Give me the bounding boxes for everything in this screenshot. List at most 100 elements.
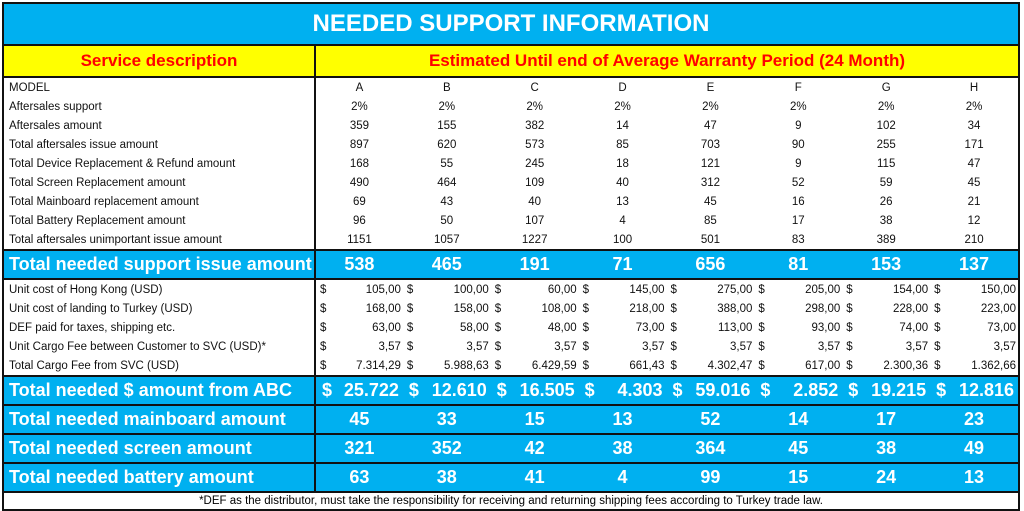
model-column-header: G (881, 81, 891, 94)
currency-symbol: $ (584, 380, 595, 400)
model-column-header: H (969, 81, 979, 94)
money-cell: $3,57 (667, 337, 755, 356)
value-cell: 40 (528, 195, 542, 208)
model-column-header: C (530, 81, 539, 94)
currency-symbol: $ (496, 380, 507, 400)
amount: 145,00 (629, 283, 665, 296)
currency-symbol: $ (758, 340, 765, 353)
money-cell: $275,00 (667, 279, 755, 299)
amount: 2.300,36 (883, 359, 929, 372)
currency-symbol: $ (846, 283, 853, 296)
value-cell: 2% (965, 100, 983, 113)
money-cell: $150,00 (930, 279, 1018, 299)
currency-symbol: $ (934, 283, 941, 296)
table-row: Aftersales support 2% 2% 2% 2% 2% 2% 2% 2% (4, 97, 1018, 116)
value-cell: 45 (315, 404, 403, 435)
currency-symbol: $ (582, 283, 590, 296)
value-cell: 107 (525, 214, 545, 227)
amount: 168,00 (365, 302, 401, 315)
currency-symbol: $ (582, 302, 590, 315)
money-cell: $3,57 (491, 337, 579, 356)
value-cell: 312 (700, 176, 721, 189)
currency-symbol: $ (582, 340, 590, 353)
money-cell: $60,00 (491, 279, 579, 299)
money-cell: $223,00 (930, 299, 1018, 318)
money-cell: $1.362,66 (930, 356, 1018, 376)
amount: 60,00 (547, 283, 577, 296)
value-cell: 14 (754, 404, 843, 435)
amount: 25.722 (343, 380, 399, 400)
amount: 298,00 (805, 302, 841, 315)
table-row: Total aftersales issue amount 897 620 573 85… (4, 135, 1018, 154)
amount: 73,00 (635, 321, 665, 334)
currency-symbol: $ (846, 340, 853, 353)
value-cell: 38 (879, 214, 893, 227)
value-cell: 55 (440, 157, 454, 170)
value-cell: 382 (525, 119, 545, 132)
value-cell: 96 (353, 214, 366, 227)
amount: 48,00 (547, 321, 577, 334)
amount: 2.852 (793, 380, 839, 400)
value-cell: 4 (578, 462, 667, 493)
currency-symbol: $ (582, 321, 590, 334)
currency-symbol: $ (494, 283, 502, 296)
table-row: DEF paid for taxes, shipping etc. $63,00 $… (4, 318, 1018, 337)
value-cell: 501 (700, 233, 721, 246)
amount: 12.610 (431, 380, 487, 400)
support-table: NEEDED SUPPORT INFORMATION Service descr… (4, 4, 1018, 509)
currency-symbol: $ (320, 340, 327, 353)
value-cell: 191 (490, 249, 579, 280)
value-cell: 389 (876, 233, 896, 246)
row-label: Total needed screen amount (4, 433, 316, 464)
summary-row: Total needed mainboard amount 45 33 15 13 52 1… (4, 404, 1018, 435)
row-label: Total needed $ amount from ABC (4, 375, 316, 406)
value-cell: 34 (967, 119, 981, 132)
row-label: Total aftersales issue amount (4, 135, 316, 154)
value-cell: 52 (666, 404, 755, 435)
amount: 100,00 (453, 283, 489, 296)
money-cell: $218,00 (579, 299, 667, 318)
row-label: Unit cost of Hong Kong (USD) (4, 279, 316, 299)
value-cell: 13 (930, 462, 1018, 493)
money-cell: $108,00 (491, 299, 579, 318)
currency-symbol: $ (846, 359, 853, 372)
value-cell: 24 (842, 462, 931, 493)
amount: 59.016 (695, 380, 751, 400)
model-column-header: D (618, 81, 627, 94)
value-cell: 155 (437, 119, 457, 132)
amount: 16.505 (519, 380, 575, 400)
table-row: Total Device Replacement & Refund amount… (4, 154, 1018, 173)
currency-symbol: $ (406, 340, 414, 353)
currency-symbol: $ (670, 340, 677, 353)
amount: 3,57 (378, 340, 401, 353)
amount: 388,00 (717, 302, 753, 315)
value-cell: 16 (791, 195, 805, 208)
value-cell: 538 (315, 249, 403, 280)
row-label: Total Device Replacement & Refund amount (4, 154, 316, 173)
amount: 5.988,63 (443, 359, 489, 372)
money-cell: $388,00 (667, 299, 755, 318)
currency-symbol: $ (322, 380, 333, 400)
currency-symbol: $ (320, 283, 327, 296)
summary-row: Total needed screen amount 321 352 42 38 364 4… (4, 433, 1018, 464)
money-cell: $7.314,29 (315, 356, 403, 376)
value-cell: 656 (666, 249, 755, 280)
amount: 158,00 (453, 302, 489, 315)
value-cell: 359 (349, 119, 370, 132)
value-cell: 573 (525, 138, 545, 151)
value-cell: 2% (438, 100, 456, 113)
value-cell: 245 (525, 157, 545, 170)
value-cell: 49 (930, 433, 1018, 464)
money-cell: $93,00 (754, 318, 842, 337)
currency-symbol: $ (934, 321, 941, 334)
value-cell: 2% (790, 100, 807, 113)
table-row: Unit cost of landing to Turkey (USD) $168… (4, 299, 1018, 318)
value-cell: 40 (616, 176, 629, 189)
service-description-header: Service description (4, 45, 316, 78)
value-cell: 464 (437, 176, 457, 189)
row-label: Aftersales support (4, 97, 316, 116)
value-cell: 50 (440, 214, 454, 227)
money-cell: $661,43 (579, 356, 667, 376)
money-cell: $105,00 (315, 279, 403, 299)
